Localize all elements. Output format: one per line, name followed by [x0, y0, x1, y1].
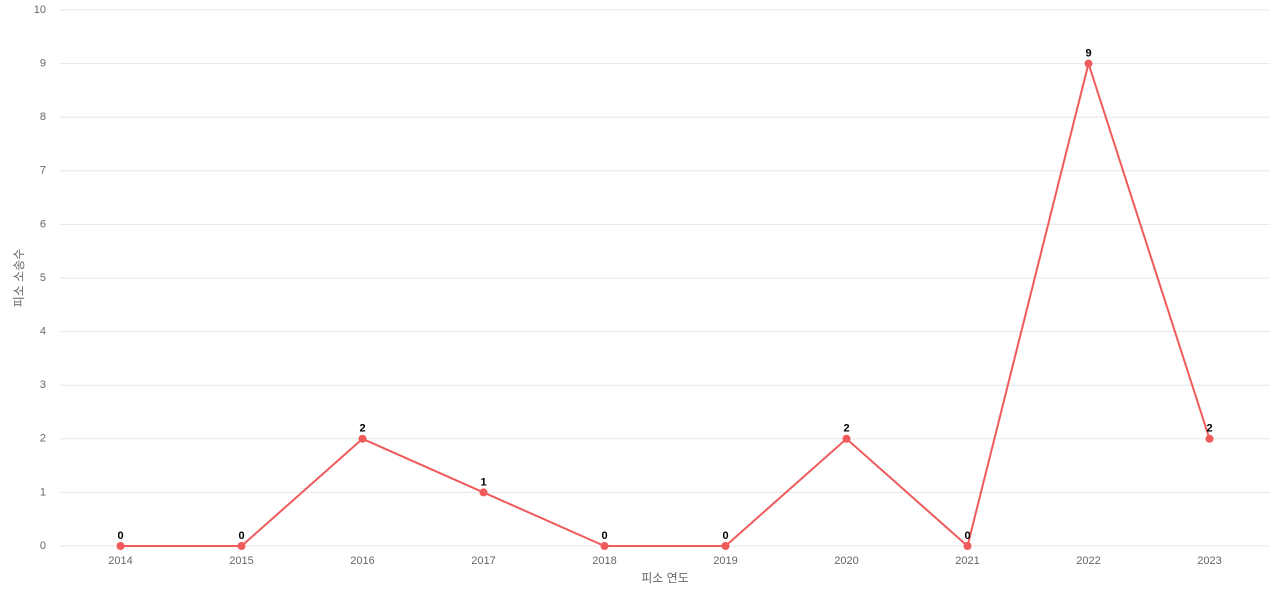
data-label: 0: [238, 530, 244, 542]
data-label: 2: [1206, 423, 1212, 435]
y-tick-label: 10: [34, 4, 46, 16]
x-tick-label: 2021: [955, 555, 979, 567]
point: [358, 434, 367, 443]
point: [1205, 434, 1214, 443]
data-label: 2: [843, 423, 849, 435]
y-tick-label: 5: [40, 272, 46, 284]
point: [237, 542, 246, 550]
x-tick-label: 2014: [108, 555, 132, 567]
x-tick-label: 2017: [471, 555, 495, 567]
point: [600, 542, 609, 550]
x-tick-label: 2018: [592, 555, 616, 567]
y-tick-label: 8: [40, 111, 46, 123]
point: [963, 542, 972, 550]
y-tick-label: 4: [40, 326, 46, 338]
x-tick-label: 2023: [1197, 555, 1221, 567]
y-tick-label: 0: [40, 540, 46, 552]
point: [116, 542, 125, 550]
x-axis-title: 피소 연도: [641, 571, 689, 585]
point: [721, 542, 730, 550]
y-tick-label: 9: [40, 58, 46, 70]
data-label: 9: [1085, 48, 1091, 60]
y-tick-label: 3: [40, 379, 46, 391]
point: [1084, 59, 1093, 68]
x-tick-label: 2022: [1076, 555, 1100, 567]
data-label: 2: [359, 423, 365, 435]
y-axis-title: 피소 소송수: [12, 249, 26, 308]
data-label: 0: [117, 530, 123, 542]
data-label: 0: [722, 530, 728, 542]
data-label: 1: [480, 476, 486, 488]
point: [842, 434, 851, 443]
y-tick-label: 6: [40, 218, 46, 230]
x-tick-label: 2015: [229, 555, 253, 567]
data-label: 0: [964, 530, 970, 542]
point: [479, 488, 488, 497]
y-tick-label: 7: [40, 165, 46, 177]
data-label: 0: [601, 530, 607, 542]
x-tick-label: 2019: [713, 555, 737, 567]
y-tick-label: 1: [40, 486, 46, 498]
x-tick-label: 2020: [834, 555, 858, 567]
y-tick-label: 2: [40, 433, 46, 445]
line: [120, 59, 1211, 548]
x-tick-label: 2016: [350, 555, 374, 567]
